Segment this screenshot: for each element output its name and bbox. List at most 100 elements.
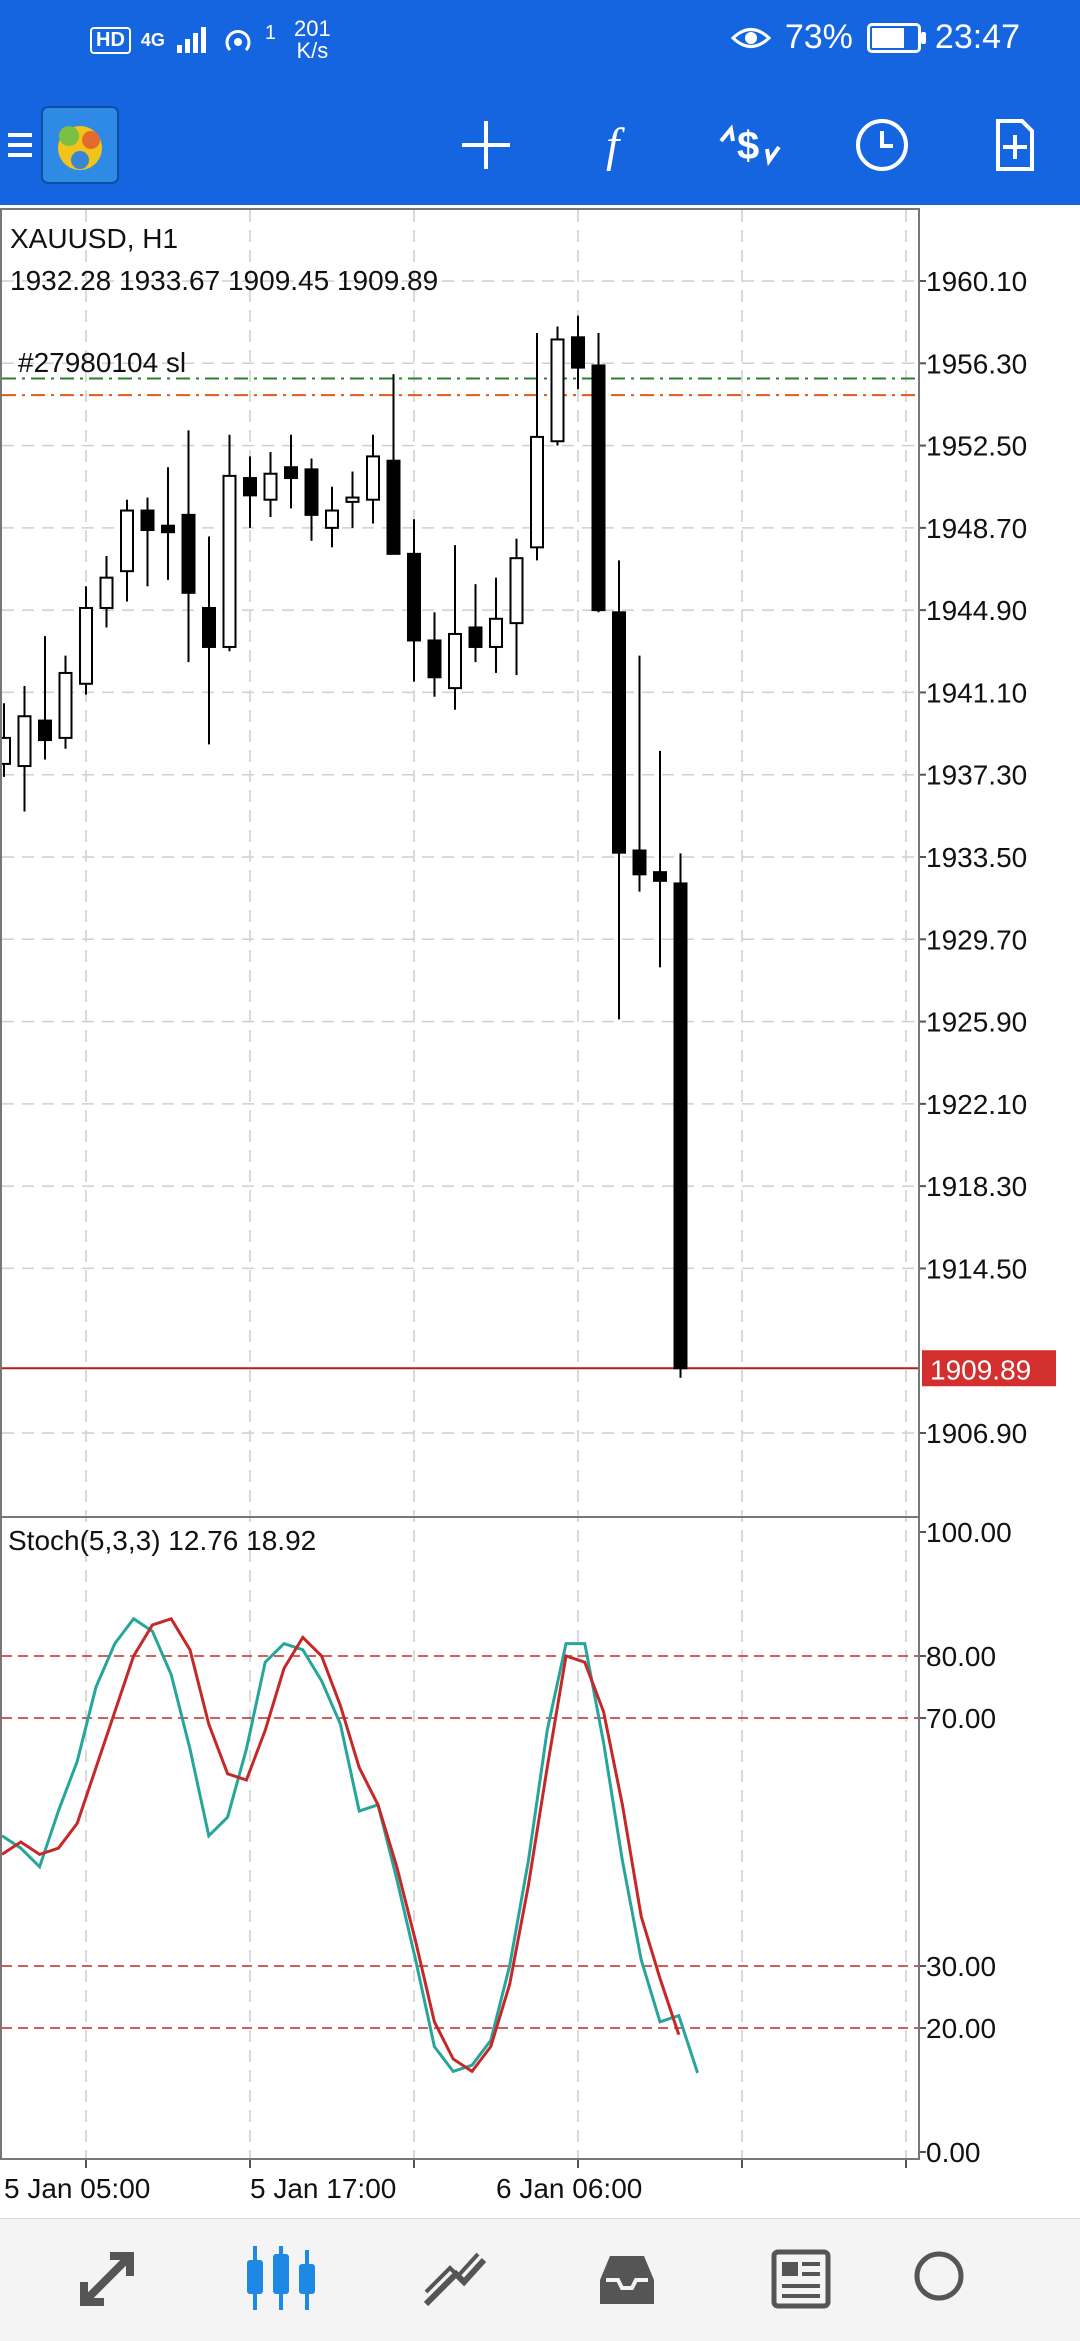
candle-bearish [571,336,585,369]
trade-button[interactable]: $ [710,105,790,185]
candle-bullish [99,576,114,609]
time-axis-label: 5 Jan 05:00 [4,2173,150,2204]
ohlc-label: 1932.28 1933.67 1909.45 1909.89 [10,265,438,296]
candle-bullish [79,606,93,685]
candle-bearish [468,626,483,648]
candle-bearish [284,466,298,480]
network-speed: 201 K/s [294,18,331,62]
current-price-tag [922,1350,1056,1387]
candle-bullish [530,435,544,549]
candle-bullish [17,715,32,768]
symbol-label: XAUUSD, H1 [10,223,178,254]
candle-bearish [612,611,626,854]
svg-text:f: f [606,119,625,172]
candle-bearish [407,552,421,642]
battery-percent: 73% [784,18,853,56]
price-tick-label: 1952.50 [926,431,1027,462]
stoch-tick-label: 80.00 [926,1641,996,1672]
candle-bearish [202,606,216,648]
candle-bullish [222,474,237,648]
trade-icon: $ [719,124,781,168]
candle-bearish [161,524,175,534]
candle-bearish [427,639,442,679]
network-type: 4G [140,29,165,50]
candle-bearish [243,477,257,497]
candle-bearish [673,882,688,1370]
nav-history[interactable] [582,2239,672,2319]
svg-text:$: $ [737,124,759,168]
nav-trade[interactable] [410,2239,500,2319]
price-chart[interactable]: 1909.89 1960.10 1956.30 1952.50 1948.70 1944… [0,208,1080,2208]
crosshair-icon [462,121,510,169]
crosshair-button[interactable] [446,105,526,185]
candle-bullish [263,472,278,501]
top-toolbar: f $ [0,85,1080,205]
price-tick-label: 1914.50 [926,1253,1027,1284]
period-button[interactable] [842,105,922,185]
network-speed-unit: K/s [296,38,329,63]
stoch-label: Stoch(5,3,3) 12.76 18.92 [8,1525,316,1556]
new-order-icon [996,119,1034,171]
nav-settings[interactable] [894,2239,984,2319]
candle-bullish [550,338,565,443]
candle-bullish [325,509,339,529]
candle-bearish [140,509,155,532]
candle-bullish [120,509,134,573]
menu-button[interactable] [0,105,60,185]
price-tick-label: 1925.90 [926,1007,1027,1038]
metatrader-logo-icon [41,106,119,184]
price-tick-label: 1960.10 [926,266,1027,297]
candle-bearish [304,468,319,516]
candle-bearish [653,871,667,882]
stoch-tick-label: 70.00 [926,1703,996,1734]
chart-area[interactable]: 1909.89 1960.10 1956.30 1952.50 1948.70 1944… [0,208,1080,2208]
price-tick-label: 1929.70 [926,924,1027,955]
price-tick-label: 1922.10 [926,1089,1027,1120]
stoch-tick-label: 0.00 [926,2137,981,2168]
nav-chart[interactable] [236,2239,326,2319]
stoch-main-line [1,1616,700,2074]
stoch-tick-label: 100.00 [926,1517,1012,1548]
trade-tab-icon [423,2252,487,2307]
time-axis-label: 5 Jan 17:00 [250,2173,396,2204]
indicators-button[interactable]: f [578,105,658,185]
candle-bearish [38,719,52,742]
clock-icon [856,119,908,171]
candle-bullish [448,632,462,690]
hd-badge: HD [90,26,131,54]
signal-icon [176,27,206,53]
candle-bullish [0,736,11,765]
candle-bullish [58,671,73,739]
candle-bullish [345,496,360,503]
current-price-label: 1909.89 [930,1354,1031,1385]
price-tick-label: 1956.30 [926,348,1027,379]
candle-bullish [366,455,380,501]
candle-bearish [632,849,647,876]
quotes-icon [80,2252,134,2306]
new-order-button[interactable] [974,105,1054,185]
signal-badge: 1 [264,21,277,44]
candle-bearish [386,459,401,555]
bottom-navigation [0,2218,1080,2341]
nav-news[interactable] [756,2239,846,2319]
indicators-icon: f [606,119,625,172]
candle-bullish [489,617,503,648]
price-tick-label: 1906.90 [926,1418,1027,1449]
order-line-label: #27980104 sl [18,347,186,378]
clock: 23:47 [934,18,1020,56]
metatrader-logo[interactable] [40,105,120,185]
price-tick-label: 1937.30 [926,760,1027,791]
price-tick-label: 1941.10 [926,677,1027,708]
chart-tab-icon [247,2246,315,2310]
nav-quotes[interactable] [62,2239,152,2319]
chat-icon [914,2251,964,2301]
price-tick-label: 1918.30 [926,1171,1027,1202]
status-bar: HD 4G 1 201 K/s 73% 23:47 [0,0,1080,85]
hotspot-icon [225,30,251,52]
candle-bearish [181,513,196,594]
price-tick-label: 1933.50 [926,842,1027,873]
stoch-signal-line [1,1617,681,2074]
network-speed-value: 201 [294,16,331,41]
menu-icon [8,133,32,157]
candle-bullish [509,557,524,625]
